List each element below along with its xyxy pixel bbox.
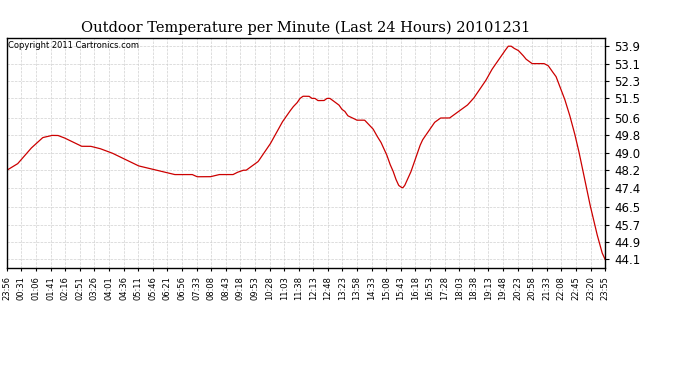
Title: Outdoor Temperature per Minute (Last 24 Hours) 20101231: Outdoor Temperature per Minute (Last 24 … xyxy=(81,21,531,35)
Text: Copyright 2011 Cartronics.com: Copyright 2011 Cartronics.com xyxy=(8,41,139,50)
